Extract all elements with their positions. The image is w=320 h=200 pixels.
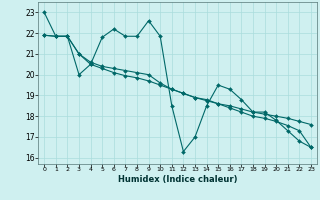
X-axis label: Humidex (Indice chaleur): Humidex (Indice chaleur) [118,175,237,184]
